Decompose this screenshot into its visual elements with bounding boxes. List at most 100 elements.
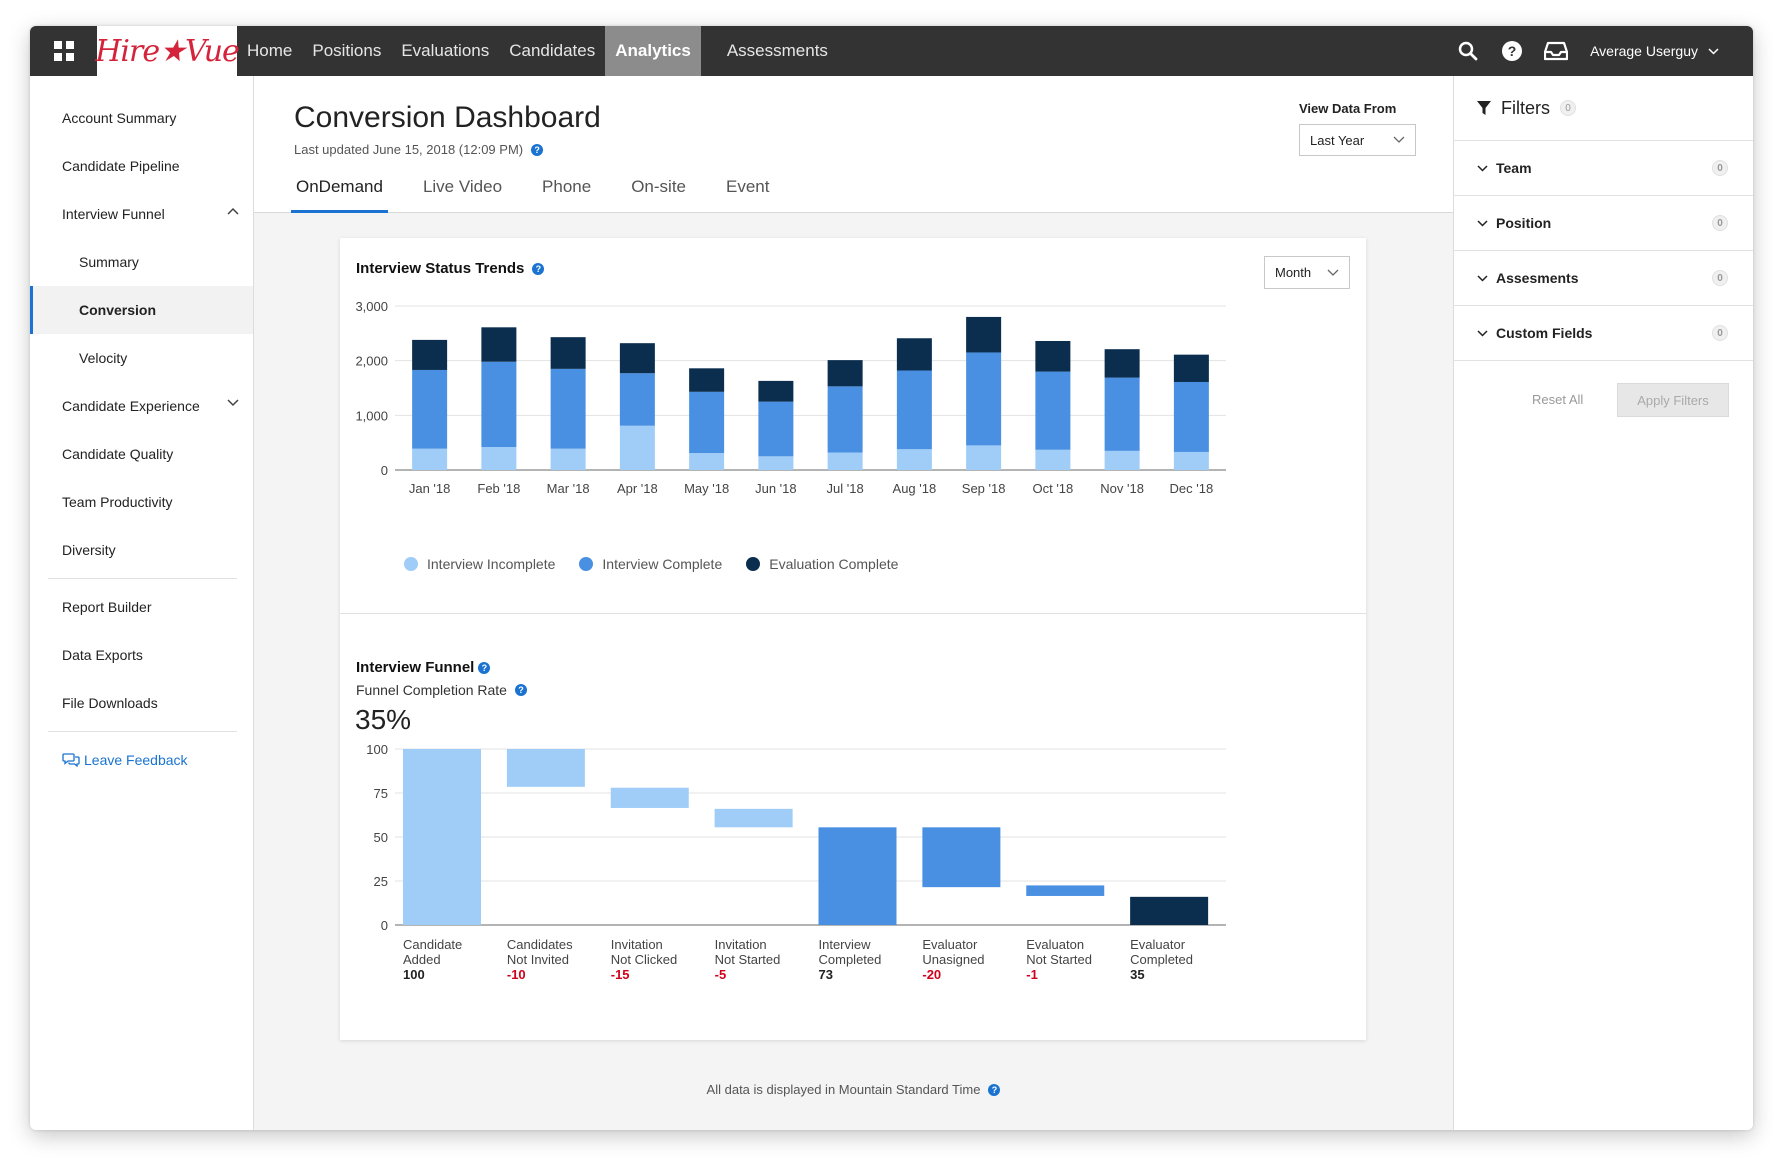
- sidebar-item-file-downloads[interactable]: File Downloads: [62, 695, 158, 711]
- sidebar-item-summary[interactable]: Summary: [79, 254, 139, 270]
- trends-chart: 0 1,000 2,000 3,000 Jan '18 Feb '18 Mar '18 Apr…: [355, 299, 1226, 496]
- tab-phone[interactable]: Phone: [542, 177, 592, 196]
- period-select[interactable]: Month: [1264, 256, 1350, 289]
- sidebar-item-data-exports[interactable]: Data Exports: [62, 647, 143, 663]
- nav-candidates[interactable]: Candidates: [509, 41, 596, 60]
- filter-group-team[interactable]: Team 0: [1454, 141, 1753, 196]
- sidebar-item-velocity[interactable]: Velocity: [79, 350, 128, 366]
- x-tick-label: Apr '18: [617, 481, 658, 496]
- sidebar-item-team-productivity[interactable]: Team Productivity: [62, 494, 173, 510]
- x-tick-label: Mar '18: [547, 481, 590, 496]
- leave-feedback-link[interactable]: Leave Feedback: [30, 736, 253, 784]
- filter-count-badge: 0: [1712, 215, 1728, 231]
- step-label: Unasigned: [922, 952, 984, 967]
- sidebar-item-candidate-quality[interactable]: Candidate Quality: [62, 446, 174, 462]
- view-data-label: View Data From: [1299, 101, 1397, 116]
- sidebar-item-conversion[interactable]: Conversion: [30, 286, 253, 334]
- help-icon[interactable]: ?: [531, 143, 544, 156]
- chevron-down-icon: [1477, 219, 1488, 227]
- sidebar-item-interview-funnel[interactable]: Interview Funnel: [30, 190, 253, 238]
- step-value: 73: [819, 967, 833, 982]
- x-tick-label: Oct '18: [1032, 481, 1073, 496]
- step-label: Interview: [819, 937, 872, 952]
- nav-positions[interactable]: Positions: [312, 41, 382, 60]
- search-icon: [1458, 41, 1478, 61]
- filters-panel: Filters 0 Team 0 Position 0 Assesments 0…: [1453, 76, 1753, 1130]
- step-label: Not Started: [715, 952, 781, 967]
- y-tick-label: 3,000: [355, 299, 388, 314]
- bar-segment: [966, 445, 1002, 470]
- bar-segment: [758, 401, 794, 457]
- funnel-bar: [818, 827, 897, 925]
- x-tick-label: Aug '18: [893, 481, 937, 496]
- help-button[interactable]: ?: [1490, 26, 1534, 76]
- nav-assessments[interactable]: Assessments: [726, 41, 828, 60]
- bar-segment: [1035, 449, 1071, 470]
- funnel-title-text: Interview Funnel: [356, 659, 475, 676]
- legend-item[interactable]: Interview Complete: [579, 556, 722, 572]
- bar-segment: [1173, 381, 1209, 452]
- app-switcher-button[interactable]: [30, 26, 97, 76]
- filter-group-assessments[interactable]: Assesments 0: [1454, 251, 1753, 306]
- chevron-down-icon: [1393, 136, 1405, 143]
- top-bar: Hire★Vue Home Positions Evaluations Cand…: [30, 26, 1753, 76]
- bar-segment: [481, 327, 517, 362]
- section-divider: [340, 613, 1366, 614]
- reset-all-button[interactable]: Reset All: [1532, 392, 1584, 407]
- apply-filters-button[interactable]: Apply Filters: [1617, 383, 1729, 417]
- logo[interactable]: Hire★Vue: [95, 26, 240, 76]
- view-data-select[interactable]: Last Year: [1299, 124, 1416, 156]
- help-icon[interactable]: ?: [988, 1083, 1001, 1096]
- chevron-down-icon: [1477, 274, 1488, 282]
- filter-group-custom-fields[interactable]: Custom Fields 0: [1454, 306, 1753, 361]
- bar-segment: [966, 316, 1002, 353]
- tab-on-site[interactable]: On-site: [631, 177, 686, 196]
- user-menu[interactable]: Average Userguy: [1578, 43, 1753, 59]
- bar-segment: [758, 380, 794, 402]
- help-icon[interactable]: ?: [532, 262, 545, 275]
- bar-segment: [827, 452, 863, 470]
- legend-dot: [579, 557, 594, 571]
- chevron-down-icon: [1327, 269, 1339, 276]
- legend-label: Evaluation Complete: [769, 556, 899, 572]
- bar-segment: [412, 369, 448, 449]
- bar-segment: [896, 338, 932, 371]
- chevron-down-icon: [227, 399, 239, 407]
- svg-text:?: ?: [1508, 43, 1517, 59]
- chat-bubbles-icon: [62, 753, 80, 767]
- filter-group-label: Team: [1496, 160, 1532, 176]
- filters-count-badge: 0: [1560, 100, 1576, 116]
- step-label: Evaluator: [1130, 937, 1186, 952]
- filter-group-position[interactable]: Position 0: [1454, 196, 1753, 251]
- grid-icon: [53, 41, 74, 61]
- nav-analytics[interactable]: Analytics: [605, 26, 701, 76]
- funnel-chart: 0255075100CandidateAdded100CandidatesNot…: [366, 743, 1226, 982]
- tab-event[interactable]: Event: [726, 177, 770, 196]
- nav-home[interactable]: Home: [247, 41, 293, 60]
- sidebar-item-label: Candidate Experience: [62, 398, 200, 414]
- sidebar-item-account-summary[interactable]: Account Summary: [62, 110, 177, 126]
- legend-item[interactable]: Evaluation Complete: [746, 556, 898, 572]
- inbox-button[interactable]: [1534, 26, 1578, 76]
- legend-item[interactable]: Interview Incomplete: [404, 556, 555, 572]
- view-data-value: Last Year: [1310, 132, 1365, 148]
- nav-evaluations[interactable]: Evaluations: [401, 41, 490, 60]
- step-label: Completed: [819, 952, 882, 967]
- bar-segment: [1035, 340, 1071, 372]
- completion-rate-label: Funnel Completion Rate ?: [356, 682, 527, 698]
- tab-ondemand[interactable]: OnDemand: [291, 171, 388, 213]
- help-icon[interactable]: ?: [514, 684, 527, 696]
- bar-segment: [827, 386, 863, 453]
- sidebar-item-report-builder[interactable]: Report Builder: [62, 599, 152, 615]
- x-tick-label: Sep '18: [962, 481, 1006, 496]
- tab-live-video[interactable]: Live Video: [422, 177, 503, 196]
- chevron-down-icon: [1708, 47, 1719, 55]
- logo-text: Hire★Vue: [95, 33, 240, 69]
- help-icon[interactable]: ?: [478, 661, 491, 674]
- sidebar-item-candidate-experience[interactable]: Candidate Experience: [30, 382, 253, 430]
- search-button[interactable]: [1446, 26, 1490, 76]
- funnel-title: Interview Funnel ?: [356, 659, 491, 676]
- sidebar-item-diversity[interactable]: Diversity: [62, 542, 116, 558]
- sidebar-item-candidate-pipeline[interactable]: Candidate Pipeline: [62, 158, 180, 174]
- bar-segment: [1104, 450, 1140, 470]
